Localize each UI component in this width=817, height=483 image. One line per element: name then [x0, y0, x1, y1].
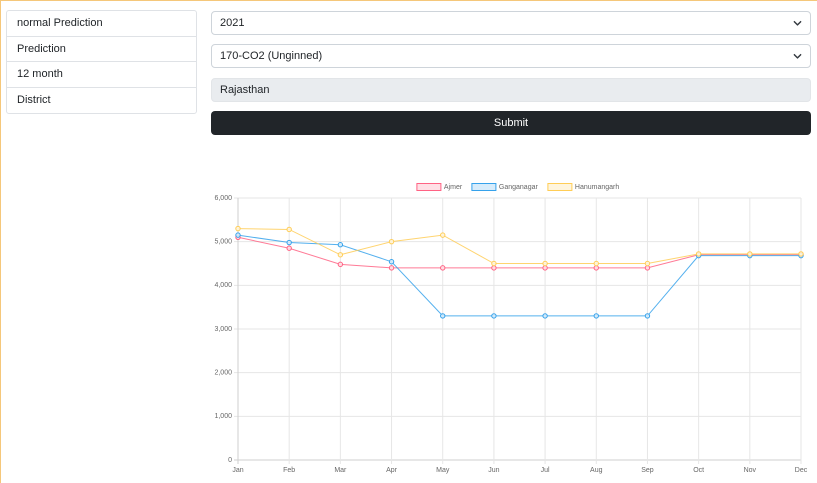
- data-point-hanumangarh: [440, 232, 446, 238]
- y-tick-label: 4,000: [214, 282, 232, 289]
- y-tick-label: 0: [228, 457, 232, 464]
- data-point-hanumangarh: [337, 252, 344, 258]
- data-point-hanumangarh: [644, 260, 651, 267]
- data-point-ganganagar: [491, 313, 497, 319]
- sidebar-item-prediction[interactable]: Prediction: [7, 37, 196, 62]
- sidebar-item-normal-prediction[interactable]: normal Prediction: [7, 11, 196, 37]
- x-tick-label: Mar: [334, 467, 347, 474]
- legend-swatch-hanumangarh: [547, 183, 573, 191]
- legend-label-hanumangarh: Hanumangarh: [575, 184, 619, 191]
- data-point-hanumangarh: [747, 251, 753, 257]
- legend-label-ajmer: Ajmer: [444, 184, 463, 191]
- data-point-ajmer: [337, 261, 344, 268]
- sidebar-menu: normal Prediction Prediction 12 month Di…: [6, 10, 197, 114]
- x-tick-label: Aug: [590, 467, 603, 474]
- series-line-hanumangarh: [237, 228, 801, 264]
- series-line-ajmer: [237, 236, 801, 269]
- x-tick-label: Apr: [386, 467, 398, 474]
- x-tick-label: Nov: [744, 467, 757, 474]
- x-tick-label: Jan: [232, 467, 243, 474]
- data-point-hanumangarh: [695, 251, 702, 257]
- submit-button[interactable]: Submit: [211, 111, 811, 135]
- crop-select[interactable]: 170-CO2 (Unginned): [211, 44, 811, 68]
- x-tick-label: Sep: [641, 467, 654, 474]
- data-point-ajmer: [644, 265, 651, 271]
- data-point-ganganagar: [644, 313, 651, 319]
- data-point-ganganagar: [388, 259, 395, 265]
- data-point-ajmer: [388, 265, 395, 271]
- x-tick-label: Jul: [541, 467, 550, 474]
- legend-swatch-ajmer: [416, 183, 442, 191]
- series-line-ganganagar: [237, 234, 801, 317]
- data-point-ajmer: [593, 265, 599, 271]
- y-tick-label: 3,000: [214, 326, 232, 333]
- data-point-ganganagar: [440, 313, 446, 319]
- x-tick-label: May: [436, 467, 450, 474]
- state-field-value: Rajasthan: [220, 84, 270, 96]
- data-point-ajmer: [491, 265, 497, 271]
- data-point-ganganagar: [286, 239, 292, 246]
- data-point-hanumangarh: [542, 260, 548, 267]
- state-field: Rajasthan: [211, 78, 811, 102]
- data-point-ganganagar: [337, 242, 344, 248]
- x-tick-label: Feb: [283, 467, 295, 474]
- data-point-hanumangarh: [388, 238, 395, 245]
- data-point-ganganagar: [542, 313, 548, 319]
- x-tick-label: Oct: [693, 467, 704, 474]
- y-tick-label: 6,000: [214, 195, 232, 202]
- data-point-ajmer: [286, 245, 292, 251]
- x-tick-label: Jun: [488, 467, 499, 474]
- data-point-hanumangarh: [286, 226, 292, 233]
- year-select[interactable]: 2021: [211, 11, 811, 35]
- data-point-ganganagar: [593, 313, 599, 319]
- chevron-down-icon: [793, 20, 802, 26]
- sidebar-item-district[interactable]: District: [17, 93, 51, 106]
- legend-swatch-ganganagar: [471, 183, 497, 191]
- legend-label-ganganagar: Ganganagar: [499, 184, 539, 191]
- data-point-ajmer: [542, 265, 548, 271]
- y-tick-label: 5,000: [214, 239, 232, 246]
- data-point-hanumangarh: [593, 260, 599, 267]
- data-point-hanumangarh: [491, 260, 497, 267]
- data-point-hanumangarh: [235, 225, 241, 232]
- data-point-ajmer: [440, 265, 446, 271]
- y-tick-label: 1,000: [214, 413, 232, 420]
- year-select-value: 2021: [220, 17, 245, 29]
- data-point-hanumangarh: [798, 251, 804, 257]
- x-tick-label: Dec: [795, 467, 808, 474]
- chevron-down-icon: [793, 53, 802, 59]
- sidebar-item-12-month[interactable]: 12 month: [7, 62, 196, 88]
- data-point-ganganagar: [235, 232, 241, 238]
- crop-select-value: 170-CO2 (Unginned): [220, 50, 323, 62]
- line-chart: 0 1,000 2,000 3,000 4,000 5,000 6,000 Jan Feb Mar…: [214, 183, 808, 474]
- y-tick-label: 2,000: [214, 370, 232, 377]
